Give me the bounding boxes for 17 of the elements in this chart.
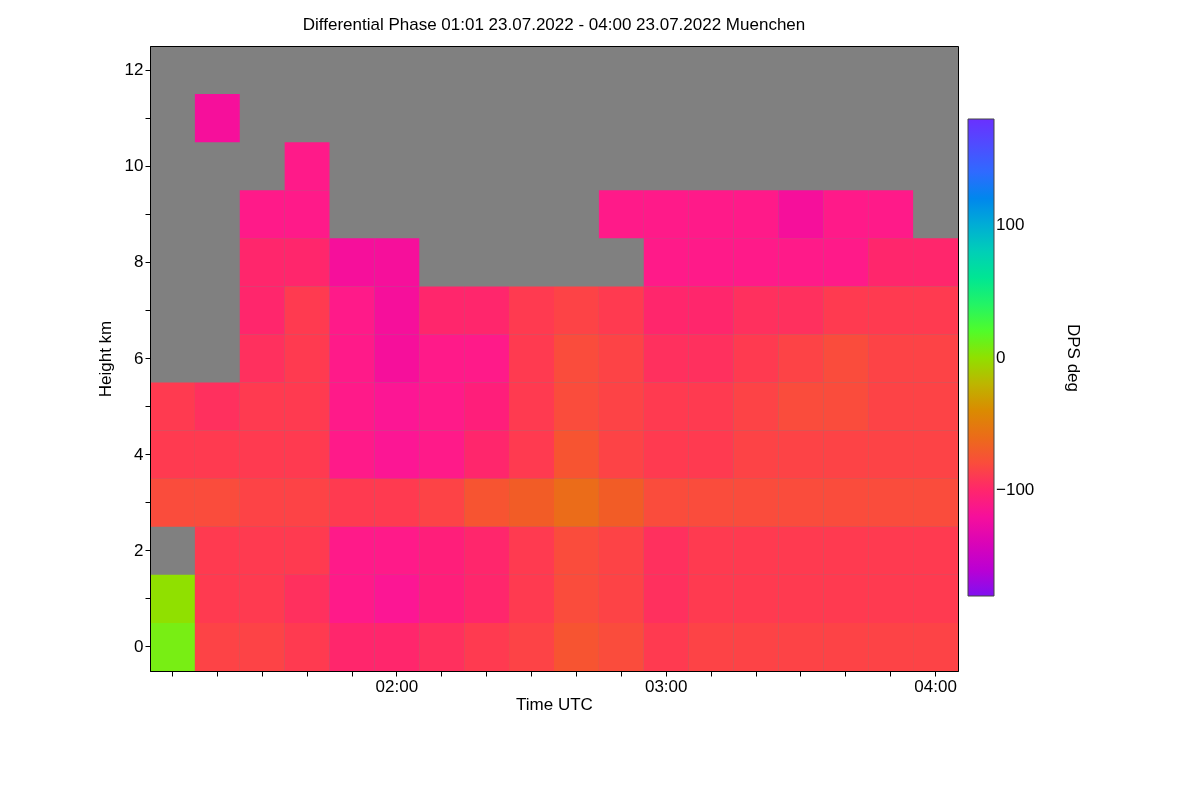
y-tick-label: 12 xyxy=(124,60,144,80)
y-axis-title: Height km xyxy=(95,320,115,398)
x-axis-title: Time UTC xyxy=(516,694,593,714)
y-tick-label: 4 xyxy=(134,444,144,464)
x-tick-label: 02:00 xyxy=(375,676,419,696)
y-tick-label: 8 xyxy=(134,252,144,272)
y-tick-label: 6 xyxy=(134,348,144,368)
color-bar-title: DPS deg xyxy=(1064,323,1083,393)
chart-title: Differential Phase 01:01 23.07.2022 - 04:00 23.07.2022 Muenchen xyxy=(302,15,806,34)
color-bar-label: 100 xyxy=(996,215,1025,234)
y-tick-label: 2 xyxy=(134,540,144,560)
y-tick-label: 10 xyxy=(124,156,144,176)
color-bar-label: −100 xyxy=(996,480,1035,499)
y-tick-label: 0 xyxy=(134,636,144,656)
color-bar-label: 0 xyxy=(996,347,1006,367)
x-tick-label: 04:00 xyxy=(914,676,957,696)
x-tick-label: 03:00 xyxy=(644,676,688,696)
